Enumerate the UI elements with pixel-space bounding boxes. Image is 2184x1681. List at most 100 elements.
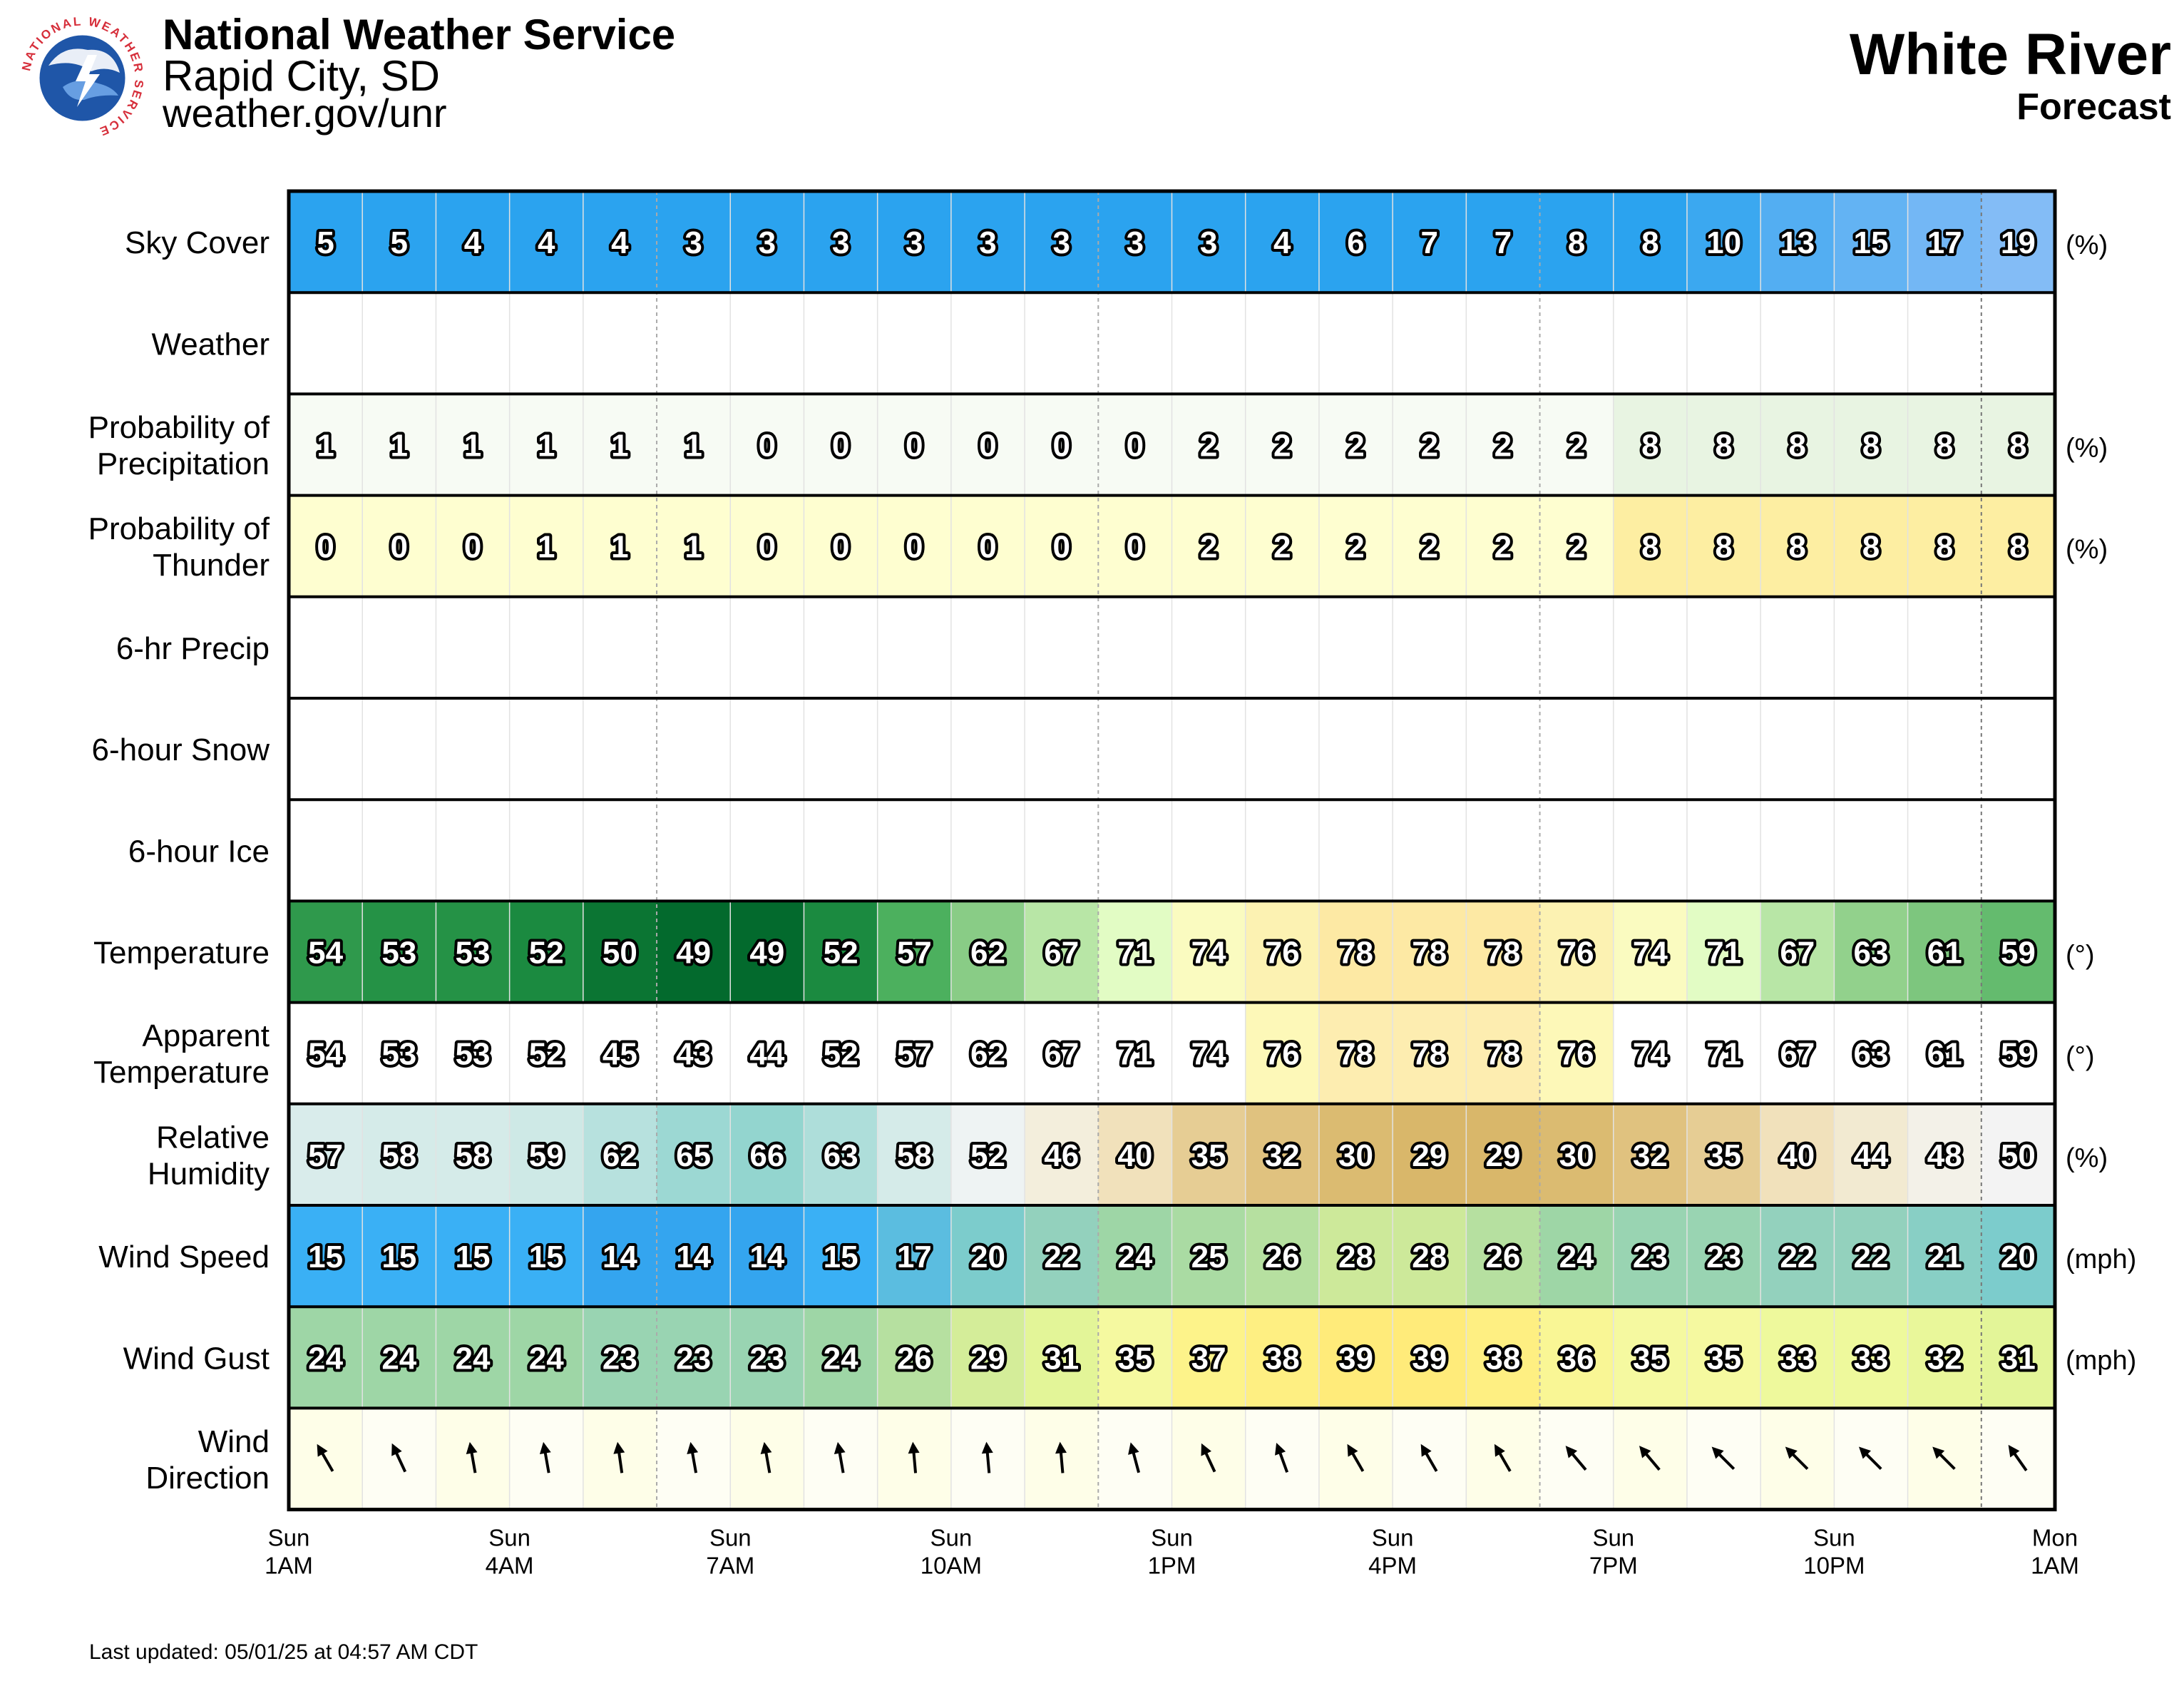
value-wind: 26 (1265, 1240, 1300, 1274)
cell-rh (436, 1103, 511, 1206)
value-thunder: 8 (1862, 530, 1880, 565)
cell-gust (950, 1307, 1025, 1409)
cell-rh (730, 1103, 805, 1206)
value-gust: 38 (1485, 1341, 1520, 1376)
value-gust: 33 (1854, 1341, 1889, 1376)
cell-sky (1907, 191, 1982, 293)
cell-gust (877, 1307, 952, 1409)
value-apparent: 78 (1485, 1037, 1520, 1072)
value-gust: 35 (1117, 1341, 1152, 1376)
wind-arrow-icon (1055, 1441, 1067, 1473)
value-pop: 8 (2009, 429, 2026, 464)
unit-label-pop: (%) (2066, 433, 2108, 463)
cell-thunder (1981, 495, 2056, 598)
value-gust: 35 (1633, 1341, 1668, 1376)
forecast-subtitle: Forecast (2016, 86, 2171, 128)
value-rh: 35 (1191, 1138, 1226, 1173)
cell-gust (1907, 1307, 1982, 1409)
cell-thunder (657, 495, 731, 598)
value-pop: 8 (1715, 429, 1732, 464)
value-rh: 62 (603, 1138, 637, 1173)
unit-label-temp: (°) (2066, 940, 2095, 970)
last-updated: Last updated: 05/01/25 at 04:57 AM CDT (89, 1640, 478, 1664)
row-label-temp: Temperature (93, 936, 270, 971)
value-temp: 49 (749, 936, 784, 971)
unit-label-apparent: (°) (2066, 1042, 2095, 1072)
value-apparent: 53 (456, 1037, 491, 1072)
cell-pop (1981, 394, 2056, 496)
value-wind: 22 (1044, 1240, 1079, 1274)
value-temp: 74 (1633, 936, 1668, 971)
value-gust: 24 (308, 1341, 343, 1376)
value-rh: 30 (1338, 1138, 1373, 1173)
row-label-gust: Wind Gust (123, 1341, 270, 1376)
wind-arrow-icon (834, 1441, 846, 1473)
unit-label-thunder: (%) (2066, 535, 2108, 565)
cell-pop (1393, 394, 1467, 496)
value-rh: 57 (308, 1138, 343, 1173)
value-apparent: 45 (603, 1037, 637, 1072)
value-wind: 21 (1927, 1240, 1962, 1274)
value-sky: 6 (1347, 225, 1364, 260)
value-gust: 23 (749, 1341, 784, 1376)
cell-apparent (1466, 1002, 1541, 1105)
value-gust: 24 (381, 1341, 416, 1376)
cell-rh (1613, 1103, 1688, 1206)
x-tick-day: Sun (1151, 1525, 1193, 1551)
wind-arrow-icon (1275, 1442, 1289, 1473)
cell-thunder (436, 495, 511, 598)
cell-apparent (1245, 1002, 1320, 1105)
value-wind: 24 (1559, 1240, 1594, 1274)
value-pop: 2 (1200, 429, 1217, 464)
cell-sky (1245, 191, 1320, 293)
cell-rh (1834, 1103, 1909, 1206)
value-thunder: 2 (1495, 530, 1512, 565)
value-gust: 26 (897, 1341, 932, 1376)
value-pop: 0 (832, 429, 849, 464)
cell-pop (436, 394, 511, 496)
value-apparent: 57 (897, 1037, 932, 1072)
value-apparent: 44 (749, 1037, 784, 1072)
cell-temp (1466, 901, 1541, 1003)
value-wind: 15 (381, 1240, 416, 1274)
cell-wind (1466, 1205, 1541, 1307)
value-apparent: 61 (1927, 1037, 1962, 1072)
value-sky: 4 (538, 225, 555, 260)
cell-thunder (1760, 495, 1835, 598)
cell-temp (509, 901, 584, 1003)
value-apparent: 76 (1559, 1037, 1594, 1072)
row-label-pop: Probability of (88, 410, 270, 445)
cell-pop (1613, 394, 1688, 496)
value-rh: 65 (676, 1138, 711, 1173)
value-wind: 28 (1412, 1240, 1447, 1274)
value-thunder: 0 (979, 530, 996, 565)
value-pop: 1 (317, 429, 334, 464)
value-pop: 1 (611, 429, 628, 464)
cell-apparent (1907, 1002, 1982, 1105)
cell-rh (362, 1103, 437, 1206)
wind-arrow-icon (1639, 1446, 1661, 1471)
value-rh: 35 (1706, 1138, 1741, 1173)
value-gust: 37 (1191, 1341, 1226, 1376)
x-tick-time: 1PM (1148, 1553, 1196, 1579)
cell-apparent (950, 1002, 1025, 1105)
value-wind: 20 (2001, 1240, 2036, 1274)
unit-label-rh: (%) (2066, 1143, 2108, 1173)
cell-pop (877, 394, 952, 496)
wind-arrow-icon (539, 1441, 551, 1473)
cell-wind (1393, 1205, 1467, 1307)
value-thunder: 8 (1789, 530, 1806, 565)
value-apparent: 71 (1706, 1037, 1741, 1072)
value-temp: 78 (1412, 936, 1447, 971)
cell-gust (1318, 1307, 1393, 1409)
cell-pop (1834, 394, 1909, 496)
cell-temp (1098, 901, 1173, 1003)
row-label-thunder: Thunder (153, 548, 270, 583)
row-label-snow6: 6-hour Snow (92, 732, 270, 767)
wind-arrow-icon (391, 1443, 407, 1473)
value-sky: 3 (685, 225, 702, 260)
row-label-pop: Precipitation (97, 446, 270, 481)
value-gust: 32 (1927, 1341, 1962, 1376)
cell-thunder (1318, 495, 1393, 598)
